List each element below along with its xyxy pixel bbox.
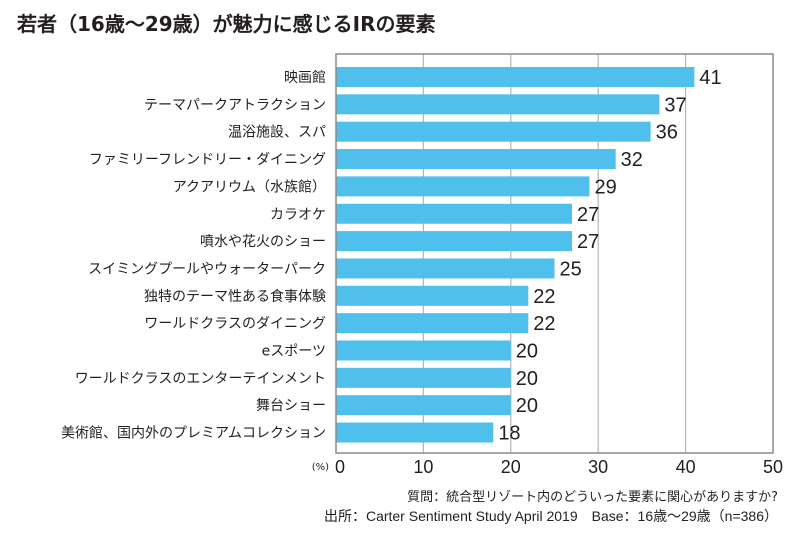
bar-1 xyxy=(336,94,660,115)
x-tick-label-10: 10 xyxy=(413,457,433,477)
category-label-8: 独特のテーマ性ある食事体験 xyxy=(144,288,326,305)
value-label-7: 25 xyxy=(560,258,582,280)
category-label-10: eスポーツ xyxy=(262,344,326,360)
category-label-13: 美術館、国内外のプレミアムコレクション xyxy=(61,425,326,442)
bar-5 xyxy=(336,203,572,224)
bar-7 xyxy=(336,258,555,279)
value-label-4: 29 xyxy=(594,176,616,198)
x-tick-label-30: 30 xyxy=(588,457,608,477)
unit-label: (%) xyxy=(312,462,329,473)
category-label-1: テーマパークアトラクション xyxy=(144,97,326,113)
category-label-4: アクアリウム（水族館） xyxy=(173,178,326,195)
value-label-13: 18 xyxy=(498,423,520,445)
category-label-11: ワールドクラスのエンターテインメント xyxy=(75,371,326,387)
category-label-2: 温浴施設、スパ xyxy=(228,125,326,141)
plot-frame xyxy=(335,53,774,454)
category-label-7: スイミングプールやウォーターパーク xyxy=(88,261,326,277)
x-tick-label-40: 40 xyxy=(676,457,696,477)
bar-12 xyxy=(336,395,511,416)
bar-13 xyxy=(336,422,494,443)
value-label-10: 20 xyxy=(516,341,538,363)
bar-10 xyxy=(336,340,511,361)
category-label-12: 舞台ショー xyxy=(256,398,326,414)
plot-border xyxy=(335,53,774,454)
value-label-6: 27 xyxy=(577,231,599,253)
value-label-1: 37 xyxy=(664,94,686,116)
category-label-9: ワールドクラスのダイニング xyxy=(144,316,326,332)
category-labels: 映画館テーマパークアトラクション温浴施設、スパファミリーフレンドリー・ダイニング… xyxy=(61,69,326,442)
value-label-0: 41 xyxy=(699,67,721,89)
category-label-5: カラオケ xyxy=(270,207,326,223)
bar-6 xyxy=(336,231,572,252)
bar-8 xyxy=(336,285,529,306)
category-label-3: ファミリーフレンドリー・ダイニング xyxy=(89,152,326,168)
category-label-0: 映画館 xyxy=(284,69,326,86)
value-label-3: 32 xyxy=(621,149,643,171)
x-tick-label-20: 20 xyxy=(501,457,521,477)
bars xyxy=(336,67,695,443)
bar-11 xyxy=(336,367,511,388)
x-axis-ticks: 0 10 20 30 40 50 (%) xyxy=(312,457,783,477)
bar-0 xyxy=(336,67,695,87)
chart-title: 若者（16歳〜29歳）が魅力に感じるIRの要素 xyxy=(17,12,436,36)
x-tick-label-50: 50 xyxy=(763,457,783,477)
value-label-8: 22 xyxy=(533,286,555,308)
category-label-6: 噴水や花火のショー xyxy=(200,234,326,250)
bar-9 xyxy=(336,313,529,334)
bar-3 xyxy=(336,149,616,170)
x-tick-label-0: 0 xyxy=(335,457,345,477)
bar-2 xyxy=(336,121,651,142)
bar-4 xyxy=(336,176,590,197)
value-label-5: 27 xyxy=(577,204,599,226)
value-label-9: 22 xyxy=(533,313,555,335)
value-label-11: 20 xyxy=(516,368,538,390)
survey-question-note: 質問：統合型リゾート内のどういった要素に関心がありますか? xyxy=(407,490,778,505)
source-note: 出所：Carter Sentiment Study April 2019 Bas… xyxy=(323,508,778,524)
value-label-2: 36 xyxy=(656,122,678,144)
value-label-12: 20 xyxy=(516,395,538,417)
